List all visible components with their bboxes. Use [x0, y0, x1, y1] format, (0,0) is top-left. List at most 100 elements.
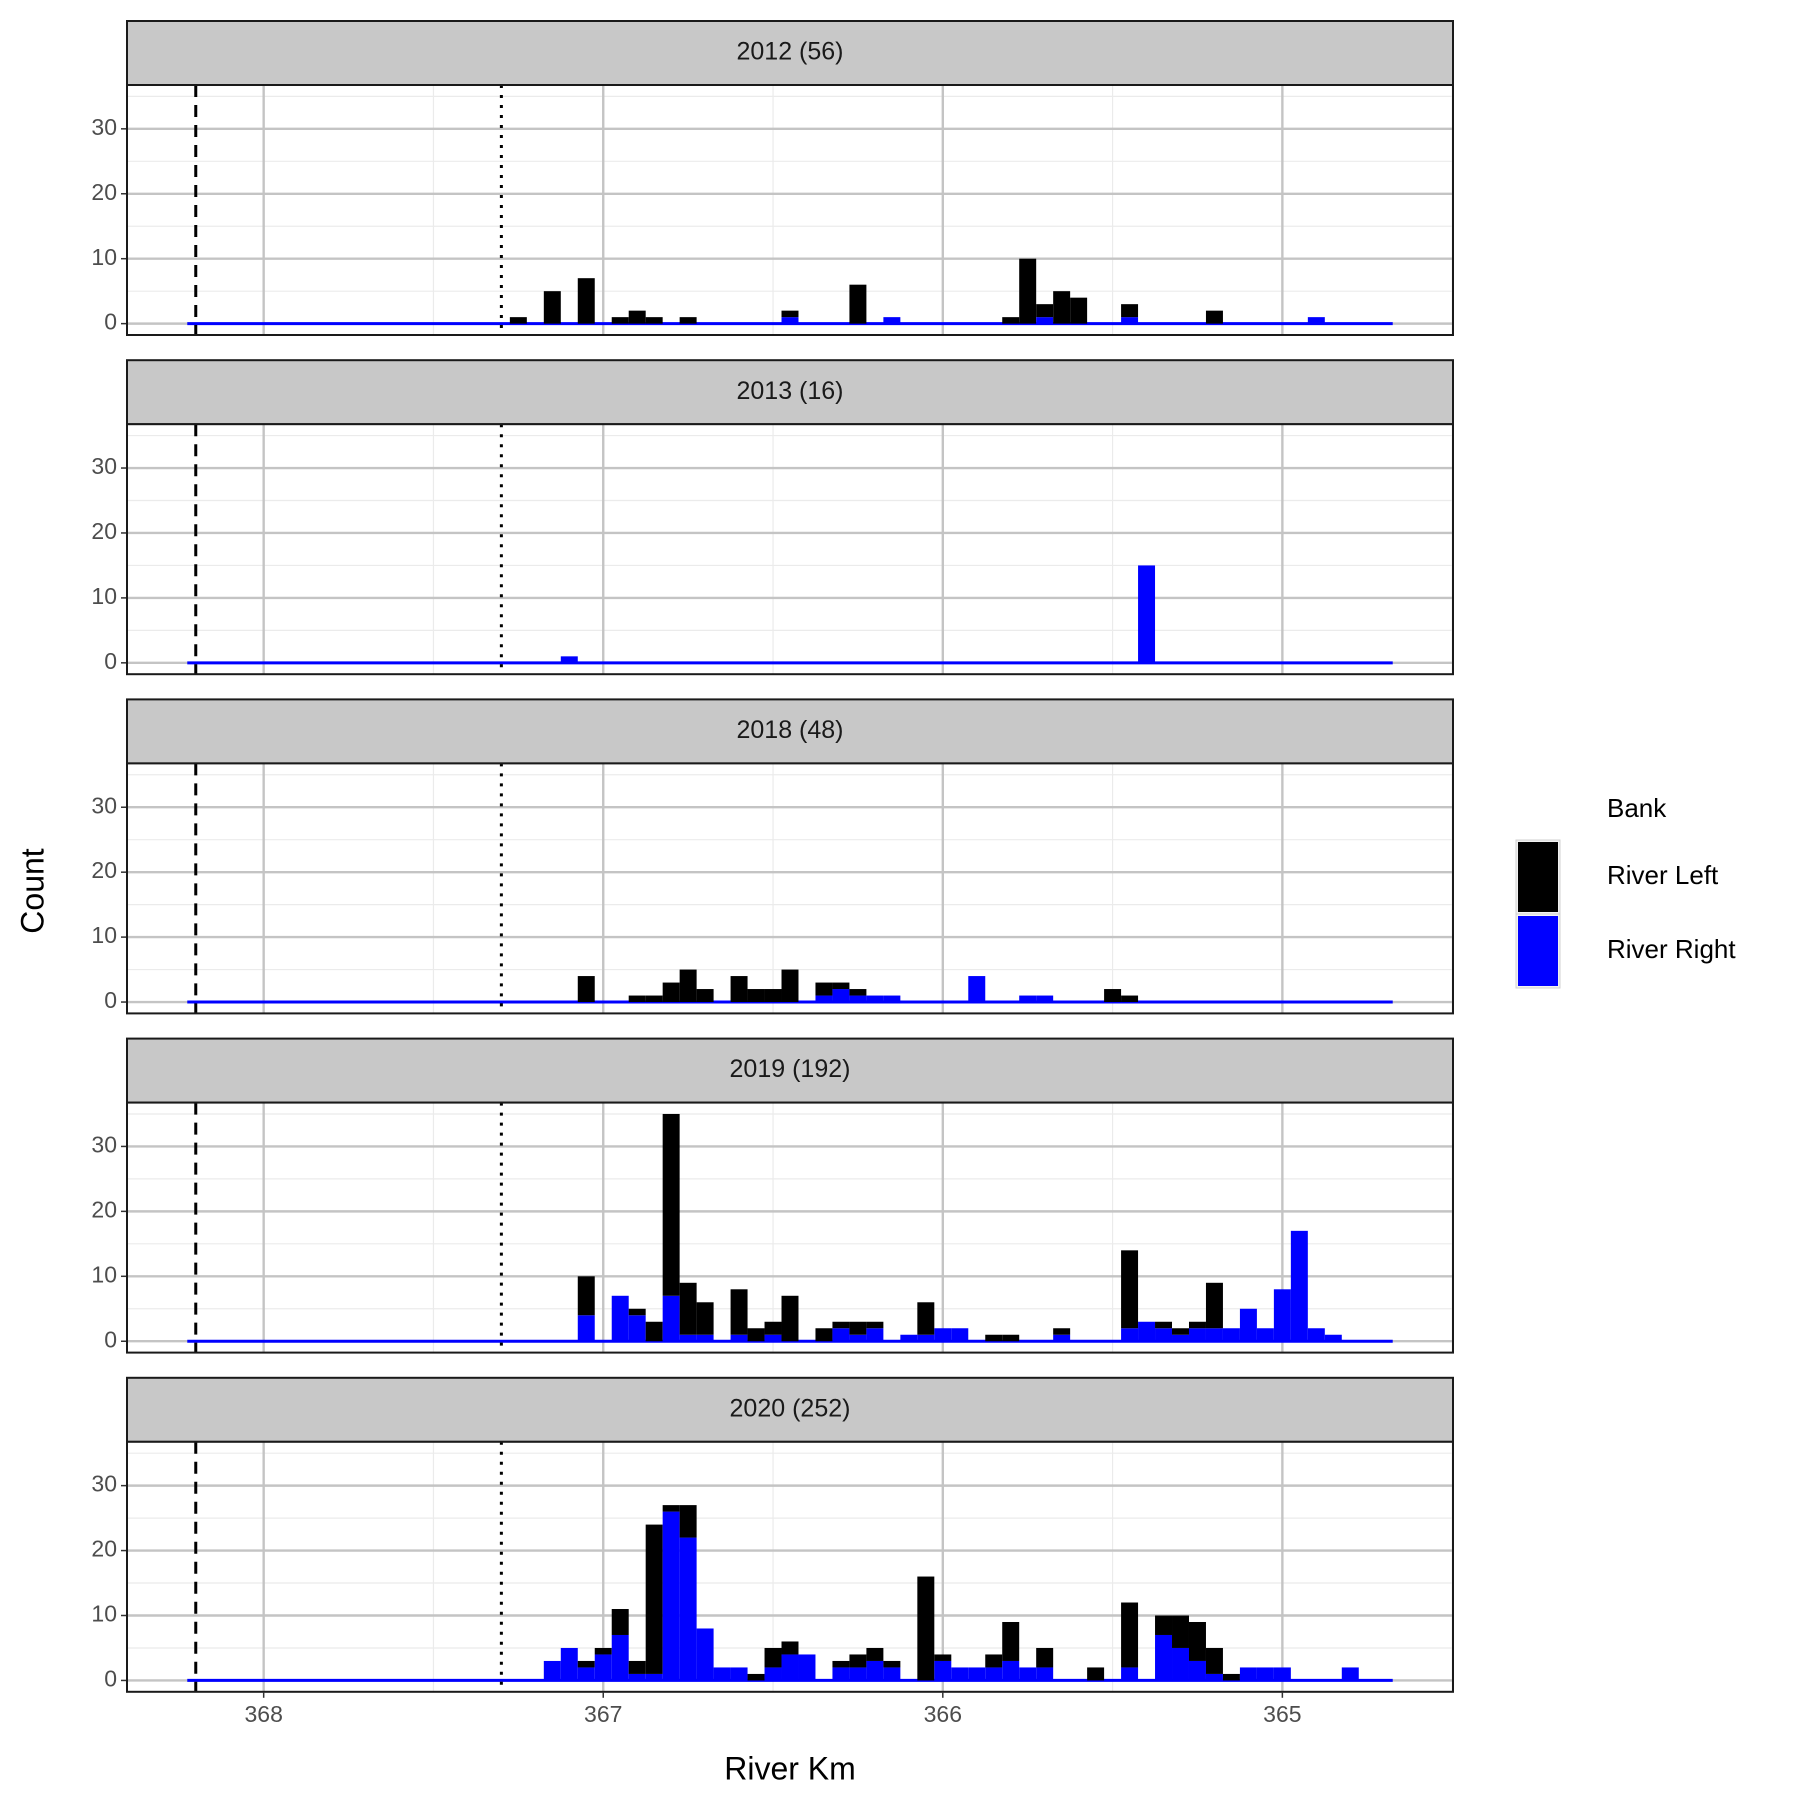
bar [577, 1667, 595, 1681]
bar [645, 995, 663, 1003]
bar [662, 1505, 680, 1512]
bar [883, 1667, 901, 1681]
bar [628, 995, 646, 1003]
bar [645, 317, 663, 324]
bar [832, 1328, 850, 1342]
bar [679, 969, 697, 1003]
bar [577, 278, 595, 324]
bar [1002, 317, 1020, 324]
bar [951, 1328, 969, 1342]
bar [832, 1660, 850, 1668]
bar [1002, 1660, 1020, 1681]
bar [560, 656, 578, 663]
bar [1036, 1647, 1054, 1668]
bar [747, 989, 765, 1003]
strip [126, 1037, 1454, 1104]
bar [696, 1334, 714, 1342]
bar [662, 982, 680, 1003]
panel-border [126, 423, 1454, 676]
bar [662, 1511, 680, 1681]
bar [662, 1295, 680, 1342]
bar [849, 284, 867, 324]
bar [1307, 317, 1325, 324]
bar [1036, 1667, 1054, 1681]
bar [1138, 565, 1156, 663]
bar [594, 1654, 612, 1681]
bar [934, 1660, 952, 1681]
bar [985, 1667, 1003, 1681]
bar [764, 1321, 782, 1335]
y-tick-label: 0 [104, 309, 117, 335]
bar [764, 989, 782, 1003]
y-tick-label: 10 [91, 244, 117, 270]
strip-title: 2012 (56) [736, 38, 843, 66]
bar [1070, 297, 1088, 324]
bar [1188, 1328, 1206, 1342]
panel-border [126, 762, 1454, 1015]
y-tick-label: 20 [91, 179, 117, 205]
bar [1002, 1621, 1020, 1661]
bar [1239, 1308, 1257, 1342]
bar [1256, 1328, 1274, 1342]
y-tick-label: 10 [91, 583, 117, 609]
y-tick-label: 0 [104, 648, 117, 674]
bar [883, 1660, 901, 1668]
bar [1155, 1634, 1173, 1681]
y-tick-label: 20 [91, 857, 117, 883]
bar [1222, 1673, 1240, 1681]
bar [679, 1334, 697, 1342]
y-tick-label: 10 [91, 1261, 117, 1287]
bar [1121, 1250, 1139, 1329]
bar [679, 1505, 697, 1538]
bar [543, 1660, 561, 1681]
bar [781, 1654, 799, 1681]
strip-title: 2019 (192) [730, 1055, 851, 1083]
bar [1053, 1328, 1071, 1335]
bar [560, 1647, 578, 1681]
x-tick-label: 367 [584, 1701, 622, 1727]
panel [127, 424, 1453, 675]
bar [798, 1654, 816, 1681]
bar [645, 1524, 663, 1674]
bar [1205, 310, 1223, 324]
bar [883, 317, 901, 324]
y-tick-label: 20 [91, 1536, 117, 1562]
bar [815, 1328, 833, 1342]
bar [577, 976, 595, 1003]
bar [1222, 1328, 1240, 1342]
bar [645, 1673, 663, 1681]
bar [1324, 1334, 1342, 1342]
bar [917, 1576, 935, 1681]
bar [781, 1641, 799, 1655]
bar [1188, 1621, 1206, 1661]
bar [628, 1308, 646, 1316]
bar [1205, 1647, 1223, 1674]
y-tick-label: 10 [91, 1601, 117, 1627]
strip [126, 20, 1454, 86]
bar [849, 1321, 867, 1335]
bar [1087, 1667, 1105, 1681]
bar [1138, 1321, 1156, 1342]
y-axis-title: Count [14, 848, 50, 934]
bar [543, 291, 561, 324]
bar [1121, 995, 1139, 1003]
x-tick-label: 368 [244, 1701, 282, 1727]
bar [849, 995, 867, 1003]
bar [679, 1537, 697, 1681]
bar [577, 1315, 595, 1342]
bar [1121, 1602, 1139, 1668]
bar [866, 995, 884, 1003]
bar [645, 1321, 663, 1342]
bar [764, 1647, 782, 1668]
y-tick-label: 30 [91, 1132, 117, 1158]
bar [1188, 1660, 1206, 1681]
bar [611, 1609, 629, 1635]
y-tick-label: 30 [91, 792, 117, 818]
bar [1155, 1328, 1173, 1342]
bar [764, 1334, 782, 1342]
bar [900, 1334, 918, 1342]
y-tick-label: 30 [91, 453, 117, 479]
bar [832, 982, 850, 990]
bar [832, 1321, 850, 1329]
bar [866, 1660, 884, 1681]
